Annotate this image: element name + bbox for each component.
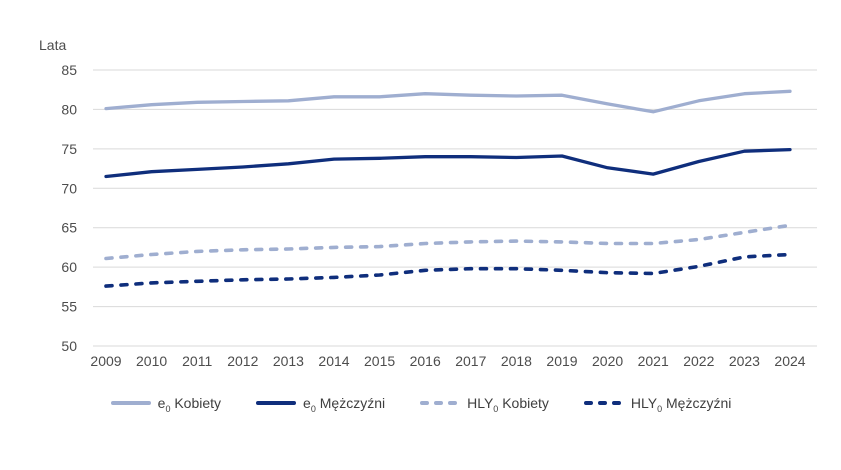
x-tick-label-2010: 2010 (136, 353, 167, 369)
legend-swatch-e0-mężczyźni (256, 401, 297, 405)
x-tick-label-2021: 2021 (638, 353, 669, 369)
series-line-hly0-mężczyźni (104, 252, 792, 288)
x-tick-label-2009: 2009 (90, 353, 121, 369)
y-tick-label-80: 80 (61, 101, 77, 117)
x-tick-label-2011: 2011 (182, 353, 212, 369)
legend-label-subscript: 0 (657, 403, 663, 414)
x-tick-label-2024: 2024 (774, 353, 805, 369)
y-tick-label-70: 70 (61, 180, 77, 196)
y-tick-label-85: 85 (61, 62, 77, 78)
x-tick-label-2012: 2012 (227, 353, 258, 369)
y-tick-label-75: 75 (61, 141, 77, 157)
legend-label-hly0-mężczyźni: HLY0 Mężczyźni (630, 395, 732, 414)
y-tick-label-60: 60 (61, 259, 77, 275)
legend-label-subscript: 0 (493, 403, 499, 414)
y-tick-label-50: 50 (61, 338, 77, 354)
x-tick-label-2015: 2015 (364, 353, 395, 369)
y-axis-title: Lata (39, 37, 67, 53)
legend-item-hly0-mężczyźni: HLY0 Mężczyźni (583, 395, 732, 414)
legend-label-subscript: 0 (165, 403, 171, 414)
legend-label-e0-kobiety: e0 Kobiety (157, 395, 222, 414)
legend-item-e0-mężczyźni: e0 Mężczyźni (255, 395, 386, 414)
series-line-e0-mężczyźni (104, 147, 792, 179)
x-tick-label-2022: 2022 (683, 353, 714, 369)
legend-swatch-hly0-kobiety (420, 401, 461, 405)
legend-label-e0-mężczyźni: e0 Mężczyźni (303, 395, 386, 414)
series-line-e0-kobiety (104, 89, 792, 114)
x-tick-label-2014: 2014 (318, 353, 349, 369)
y-tick-label-55: 55 (61, 299, 77, 315)
x-tick-label-2017: 2017 (455, 353, 486, 369)
legend-label-subscript: 0 (310, 403, 316, 414)
legend: e0 Kobiety e0 Mężczyźni HLY0 Kobiety HLY0 M… (0, 395, 841, 414)
x-tick-label-2019: 2019 (546, 353, 577, 369)
series-line-hly0-kobiety (104, 223, 792, 261)
x-tick-label-2016: 2016 (410, 353, 441, 369)
x-tick-label-2020: 2020 (592, 353, 623, 369)
legend-swatch-hly0-mężczyźni (583, 401, 624, 405)
y-tick-label-65: 65 (61, 220, 77, 236)
legend-item-e0-kobiety: e0 Kobiety (110, 395, 222, 414)
x-tick-label-2023: 2023 (729, 353, 760, 369)
legend-item-hly0-kobiety: HLY0 Kobiety (419, 395, 549, 414)
legend-swatch-e0-kobiety (110, 401, 151, 405)
x-tick-label-2013: 2013 (273, 353, 304, 369)
x-tick-label-2018: 2018 (501, 353, 532, 369)
legend-label-hly0-kobiety: HLY0 Kobiety (467, 395, 549, 414)
